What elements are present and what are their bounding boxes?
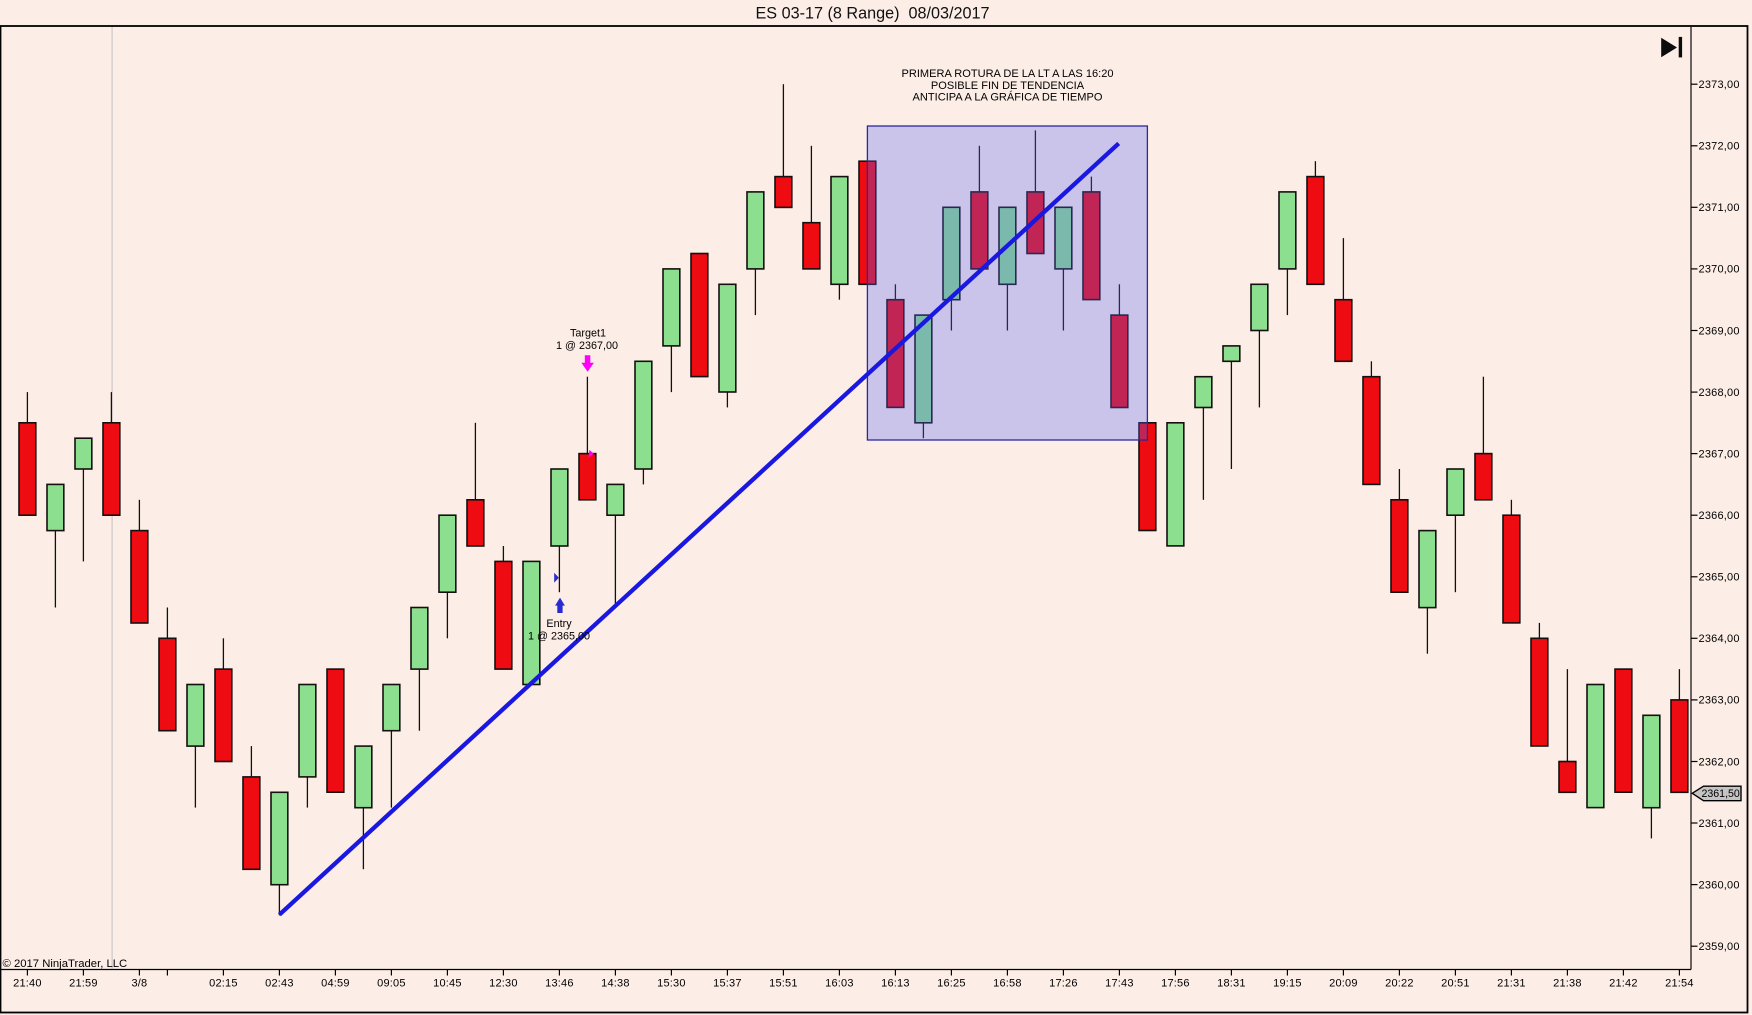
svg-text:Entry: Entry (546, 618, 572, 630)
svg-text:13:46: 13:46 (545, 978, 574, 990)
svg-text:21:38: 21:38 (1553, 978, 1582, 990)
svg-text:19:15: 19:15 (1273, 978, 1302, 990)
svg-text:2359,00: 2359,00 (1699, 941, 1740, 953)
svg-text:2368,00: 2368,00 (1699, 387, 1740, 399)
svg-text:20:09: 20:09 (1329, 978, 1358, 990)
svg-text:2360,00: 2360,00 (1699, 879, 1740, 891)
svg-text:20:22: 20:22 (1385, 978, 1414, 990)
svg-text:2364,00: 2364,00 (1699, 633, 1740, 645)
svg-text:21:42: 21:42 (1609, 978, 1638, 990)
svg-text:16:03: 16:03 (825, 978, 854, 990)
svg-text:© 2017 NinjaTrader, LLC: © 2017 NinjaTrader, LLC (3, 958, 128, 970)
svg-text:21:59: 21:59 (69, 978, 98, 990)
svg-text:2367,00: 2367,00 (1699, 448, 1740, 460)
svg-text:15:51: 15:51 (769, 978, 798, 990)
svg-text:1 @ 2367,00: 1 @ 2367,00 (556, 340, 618, 352)
svg-text:21:40: 21:40 (13, 978, 42, 990)
svg-text:2366,00: 2366,00 (1699, 510, 1740, 522)
svg-text:20:51: 20:51 (1441, 978, 1470, 990)
svg-text:16:13: 16:13 (881, 978, 910, 990)
svg-text:12:30: 12:30 (489, 978, 518, 990)
svg-text:2370,00: 2370,00 (1699, 264, 1740, 276)
svg-text:2362,00: 2362,00 (1699, 756, 1740, 768)
svg-text:10:45: 10:45 (433, 978, 462, 990)
svg-text:2361,50: 2361,50 (1702, 788, 1740, 800)
svg-text:2372,00: 2372,00 (1699, 141, 1740, 153)
svg-text:16:58: 16:58 (993, 978, 1022, 990)
svg-text:2371,00: 2371,00 (1699, 202, 1740, 214)
svg-text:15:37: 15:37 (713, 978, 742, 990)
svg-text:ANTICIPA A LA GRÁFICA DE TIEMP: ANTICIPA A LA GRÁFICA DE TIEMPO (913, 91, 1103, 104)
svg-text:21:54: 21:54 (1665, 978, 1694, 990)
svg-text:Target1: Target1 (570, 328, 606, 340)
svg-text:14:38: 14:38 (601, 978, 630, 990)
svg-text:2365,00: 2365,00 (1699, 572, 1740, 584)
svg-text:2373,00: 2373,00 (1699, 79, 1740, 91)
svg-text:02:43: 02:43 (265, 978, 294, 990)
svg-text:POSIBLE FIN DE TENDENCIA: POSIBLE FIN DE TENDENCIA (931, 80, 1085, 92)
svg-text:04:59: 04:59 (321, 978, 350, 990)
svg-text:09:05: 09:05 (377, 978, 406, 990)
svg-text:2361,00: 2361,00 (1699, 818, 1740, 830)
svg-text:2363,00: 2363,00 (1699, 695, 1740, 707)
svg-text:21:31: 21:31 (1497, 978, 1526, 990)
svg-text:PRIMERA ROTURA DE LA LT A LAS: PRIMERA ROTURA DE LA LT A LAS 16:20 (901, 68, 1113, 80)
svg-text:2369,00: 2369,00 (1699, 325, 1740, 337)
svg-text:18:31: 18:31 (1217, 978, 1246, 990)
svg-text:1 @ 2365,00: 1 @ 2365,00 (528, 631, 590, 643)
svg-text:17:43: 17:43 (1105, 978, 1134, 990)
svg-text:15:30: 15:30 (657, 978, 686, 990)
svg-text:3/8: 3/8 (131, 978, 147, 990)
svg-text:17:56: 17:56 (1161, 978, 1190, 990)
svg-text:02:15: 02:15 (209, 978, 238, 990)
svg-text:17:26: 17:26 (1049, 978, 1078, 990)
svg-text:16:25: 16:25 (937, 978, 966, 990)
svg-text:ES 03-17 (8 Range) 08/03/2017: ES 03-17 (8 Range) 08/03/2017 (756, 5, 990, 23)
